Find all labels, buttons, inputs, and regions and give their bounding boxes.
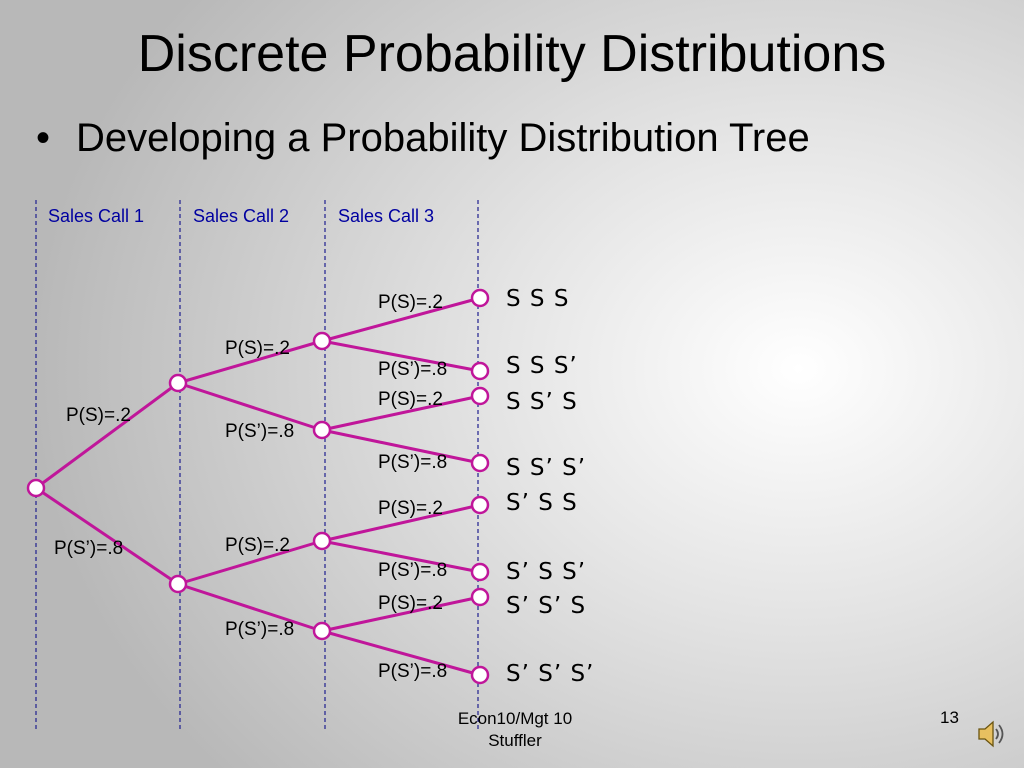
branch-call3b-fail (321, 428, 481, 465)
prob-call3b-fail: P(S’)=.8 (378, 452, 447, 473)
outcome-6: S’ S S’ (506, 559, 586, 585)
leaf-node-7 (470, 587, 490, 607)
node-call3d (312, 621, 332, 641)
branch-call1-fail (35, 486, 179, 586)
outcome-7: S’ S’ S (506, 593, 586, 619)
leaf-node-1 (470, 288, 490, 308)
root-node (26, 478, 46, 498)
prob-call2a-success: P(S)=.2 (225, 338, 290, 359)
branch-call2b-fail (177, 582, 323, 633)
prob-call1-fail: P(S’)=.8 (54, 538, 123, 559)
prob-call1-success: P(S)=.2 (66, 405, 131, 426)
node-call3a (312, 331, 332, 351)
outcome-2: S S S’ (506, 353, 578, 379)
footer-author: Stuffler (488, 731, 542, 750)
branch-call3d-success (321, 595, 481, 633)
node-call3b (312, 420, 332, 440)
footer-course: Econ10/Mgt 10 (457, 709, 573, 728)
outcome-4: S S’ S’ (506, 455, 586, 481)
outcome-3: S S’ S (506, 389, 578, 415)
branch-call3a-success (321, 296, 481, 343)
prob-call2b-success: P(S)=.2 (225, 535, 290, 556)
leaf-node-5 (470, 495, 490, 515)
tree-nodes (26, 288, 490, 685)
leaf-node-3 (470, 386, 490, 406)
branch-call3c-fail (321, 539, 481, 574)
bullet-text: Developing a Probability Distribution Tr… (76, 116, 810, 160)
prob-call3a-fail: P(S’)=.8 (378, 359, 447, 380)
column-label-call-2: Sales Call 2 (193, 206, 289, 226)
node-call2b (168, 574, 188, 594)
branch-call1-success (35, 381, 179, 490)
speaker-icon[interactable] (976, 718, 1006, 750)
prob-call3d-fail: P(S’)=.8 (378, 661, 447, 682)
prob-call3c-fail: P(S’)=.8 (378, 560, 447, 581)
outcome-5: S’ S S (506, 490, 578, 516)
branch-call3b-success (321, 394, 481, 432)
column-label-call-3: Sales Call 3 (338, 206, 434, 226)
branch-call3c-success (321, 503, 481, 543)
node-call2a (168, 373, 188, 393)
tree-branches (35, 296, 481, 677)
leaf-node-8 (470, 665, 490, 685)
prob-call3a-success: P(S)=.2 (378, 292, 443, 313)
bullet-list: • Developing a Probability Distribution T… (36, 110, 810, 166)
branch-call3d-fail (321, 629, 481, 677)
bullet-dot: • (36, 116, 51, 160)
bullet-item: • Developing a Probability Distribution T… (36, 110, 810, 166)
leaf-node-6 (470, 562, 490, 582)
prob-call2a-fail: P(S’)=.8 (225, 421, 294, 442)
column-label-call-1: Sales Call 1 (48, 206, 144, 226)
branch-call3a-fail (321, 339, 481, 373)
node-call3c (312, 531, 332, 551)
leaf-node-2 (470, 361, 490, 381)
slide-title: Discrete Probability Distributions (137, 25, 887, 83)
branch-call2a-fail (177, 381, 323, 432)
prob-call2b-fail: P(S’)=.8 (225, 619, 294, 640)
branch-call2b-success (177, 539, 323, 586)
outcome-8: S’ S’ S’ (506, 661, 594, 687)
footer: Econ10/Mgt 10 Stuffler (440, 708, 590, 752)
leaf-node-4 (470, 453, 490, 473)
prob-call3b-success: P(S)=.2 (378, 389, 443, 410)
prob-call3c-success: P(S)=.2 (378, 498, 443, 519)
branch-call2a-success (177, 339, 323, 385)
page-number: 13 (940, 708, 959, 727)
prob-call3d-success: P(S)=.2 (378, 593, 443, 614)
outcome-1: S S S (506, 286, 569, 312)
